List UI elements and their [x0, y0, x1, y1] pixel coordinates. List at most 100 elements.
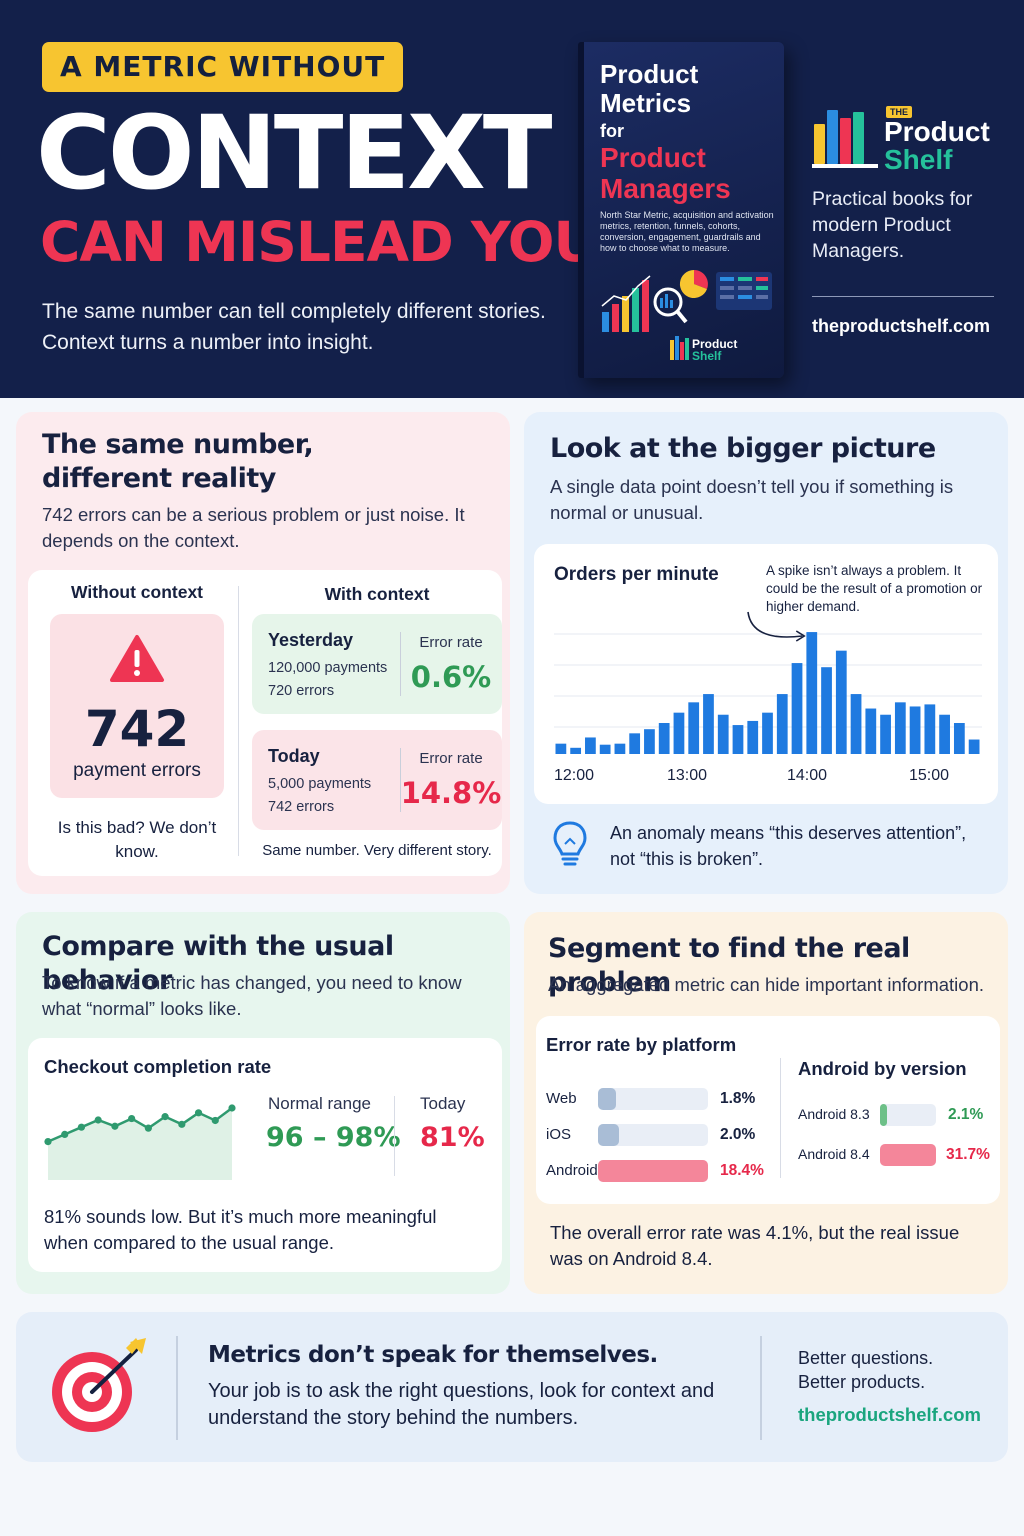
chart-bar [555, 743, 567, 754]
sparkline-point [61, 1130, 69, 1138]
annotation-arrow [747, 611, 803, 638]
platform-bar [598, 1160, 708, 1182]
divider [400, 632, 401, 696]
normal-range-value: 96 – 98% [266, 1122, 401, 1153]
divider [760, 1336, 762, 1440]
platform-value: 18.4% [720, 1162, 764, 1179]
context-row-yesterday: Yesterday 120,000 payments 720 errors Er… [252, 614, 502, 714]
chart-bar [865, 708, 877, 754]
error-count-label: payment errors [73, 760, 201, 781]
sparkline-point [111, 1122, 119, 1130]
chart-bar [850, 694, 862, 754]
with-context-heading: With context [324, 584, 430, 604]
brand-tagline: Practical books for modern Product Manag… [812, 188, 973, 262]
anomaly-tip: An anomaly means “this deserves attentio… [610, 823, 967, 869]
chart-bar [673, 712, 685, 754]
normal-range-label: Normal range [268, 1094, 371, 1113]
error-rate-label: Error rate [419, 634, 483, 651]
divider [394, 1096, 395, 1176]
sparkline-point [228, 1104, 236, 1112]
book-title-for: for [600, 121, 624, 141]
panel-bigger-picture: Look at the bigger picture A single data… [524, 412, 1008, 894]
x-tick-label: 15:00 [909, 767, 949, 784]
platform-bar [598, 1088, 616, 1110]
footer-heading: Metrics don’t speak for themselves. [208, 1342, 658, 1368]
segment-note: The overall error rate was 4.1%, but the… [550, 1222, 960, 1269]
sparkline-point [178, 1120, 186, 1128]
book-cover[interactable]: Product Metrics for Product Managers Nor… [578, 42, 784, 378]
chart-bar [762, 712, 773, 754]
checkout-title: Checkout completion rate [44, 1056, 272, 1077]
brand-name-shelf: Shelf [884, 144, 953, 175]
x-tick-label: 12:00 [554, 767, 594, 784]
chart-bar [806, 632, 818, 754]
version-bar-track [880, 1104, 936, 1126]
platform-label: Android [546, 1162, 598, 1179]
segment-card: Error rate by platform Web 1.8% iOS 2.0%… [536, 1016, 1000, 1204]
brand-name: Product [884, 116, 990, 147]
chart-bar [614, 743, 626, 754]
chart-bar [924, 704, 936, 754]
context-day: Yesterday [268, 630, 354, 650]
sparkline-point [128, 1114, 136, 1123]
footer-panel: Metrics don’t speak for themselves. Your… [16, 1312, 1008, 1462]
version-label: Android 8.4 [798, 1146, 870, 1162]
chart-bar [703, 694, 714, 754]
context-note: Same number. Very different story. [262, 842, 492, 859]
chart-bar [776, 694, 788, 754]
version-value: 31.7% [946, 1146, 990, 1163]
sparkline-point [194, 1109, 203, 1117]
platform-value: 1.8% [720, 1090, 756, 1107]
version-bar [880, 1104, 888, 1126]
today-value: 81% [420, 1122, 485, 1153]
without-context-box: 742 payment errors [50, 614, 224, 798]
hero-headline-red: CAN MISLEAD YOU [40, 210, 598, 274]
panel-description: To know if a metric has changed, you nee… [42, 972, 462, 1019]
chart-bar [791, 663, 803, 754]
hero-header: A METRIC WITHOUT CONTEXT CAN MISLEAD YOU… [0, 0, 1024, 398]
chart-bar [599, 744, 611, 754]
sparkline-point [77, 1123, 86, 1131]
chart-bar [747, 720, 759, 754]
sparkline-point [144, 1124, 152, 1132]
orders-chart-card: Orders per minute A spike isn’t always a… [534, 544, 998, 804]
panel-description: An aggregated metric can hide important … [548, 974, 985, 995]
version-value: 2.1% [948, 1106, 984, 1123]
chart-bar [688, 702, 700, 754]
x-tick-label: 13:00 [667, 767, 707, 784]
chart-bar [880, 714, 891, 754]
context-errors: 720 errors [268, 683, 335, 699]
annotation-arrowhead [795, 630, 806, 642]
footer-url-link[interactable]: theproductshelf.com [798, 1404, 981, 1425]
brand-url-link[interactable]: theproductshelf.com [812, 316, 991, 336]
platform-bar-track [598, 1088, 708, 1110]
chart-bar [717, 714, 729, 754]
chart-bar [968, 739, 980, 754]
panel-segment: Segment to find the real problem An aggr… [524, 912, 1008, 1294]
footer-slogan-line: Better questions. [798, 1348, 934, 1368]
divider [176, 1336, 178, 1440]
platform-label: iOS [546, 1126, 572, 1143]
today-label: Today [420, 1094, 466, 1113]
divider [780, 1058, 781, 1178]
hero-headline: CONTEXT [36, 94, 552, 213]
chart-bar [732, 725, 744, 754]
chart-title: Orders per minute [554, 564, 719, 585]
platform-bar [598, 1124, 619, 1146]
chart-bar [894, 702, 906, 754]
orders-bar-chart: 12:00 13:00 14:00 15:00 [554, 611, 982, 784]
x-tick-label: 14:00 [787, 767, 827, 784]
panel-title: Segment to find the real problem [548, 933, 910, 998]
chart-bar [570, 747, 582, 754]
footer-text: Your job is to ask the right questions, … [208, 1380, 715, 1429]
divider [238, 586, 239, 856]
chart-annotation: A spike isn’t always a problem. It could… [766, 563, 983, 614]
checkout-card: Checkout completion rate Normal range 96… [28, 1038, 502, 1272]
checkout-sparkline [44, 1104, 236, 1180]
version-bar [880, 1144, 936, 1166]
footer-slogan-line: Better products. [798, 1372, 926, 1392]
warning-icon [110, 635, 164, 682]
chart-bar [835, 650, 847, 754]
chart-bar [821, 667, 832, 754]
sparkline-point [161, 1113, 169, 1121]
